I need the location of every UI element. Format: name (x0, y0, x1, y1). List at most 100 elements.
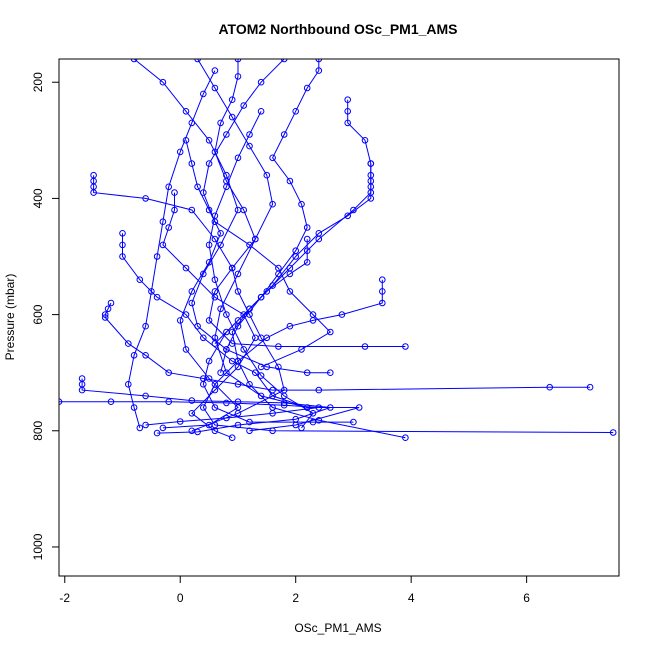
data-point (269, 282, 276, 289)
data-point (379, 288, 386, 295)
data-point (200, 404, 207, 411)
data-point (159, 218, 167, 225)
data-point (211, 148, 219, 156)
data-point (240, 102, 247, 109)
data-point (286, 270, 294, 278)
data-point (298, 346, 305, 353)
data-point (223, 369, 230, 377)
data-point (234, 73, 242, 80)
series-line (202, 59, 332, 368)
data-point (217, 241, 224, 249)
data-point (257, 363, 265, 371)
data-point (165, 224, 172, 231)
y-tick-label: 200 (31, 72, 45, 92)
data-point (298, 424, 305, 432)
data-point (315, 67, 323, 74)
data-point (107, 299, 115, 307)
y-tick-label: 1000 (31, 533, 45, 560)
data-point (223, 311, 230, 318)
data-point (309, 317, 317, 324)
data-point (125, 340, 132, 347)
data-point (355, 404, 363, 411)
data-point (257, 108, 265, 115)
data-point (182, 108, 190, 115)
data-point (101, 311, 109, 318)
data-point (142, 352, 149, 359)
data-point (246, 418, 253, 426)
data-point (303, 224, 311, 231)
y-axis-label: Pressure (mbar) (3, 274, 17, 361)
data-point (223, 131, 230, 138)
data-point (211, 84, 219, 92)
series-line (122, 233, 360, 432)
data-point (188, 206, 196, 214)
data-point (240, 206, 247, 214)
data-point (402, 343, 409, 350)
data-point (269, 200, 276, 208)
data-point (327, 328, 334, 336)
data-point (246, 305, 253, 313)
data-point (246, 381, 253, 388)
series-10 (217, 96, 375, 377)
data-point (188, 119, 196, 127)
data-point (142, 322, 149, 330)
data-point (228, 264, 236, 272)
data-point (188, 397, 196, 404)
data-point (286, 322, 294, 330)
data-point (269, 404, 276, 411)
data-point (327, 369, 334, 377)
data-point (200, 334, 207, 342)
data-point (234, 154, 242, 162)
data-point (257, 372, 265, 379)
data-point (269, 386, 276, 394)
data-point (367, 183, 375, 191)
data-point (379, 299, 386, 307)
data-point (125, 381, 132, 388)
data-point (223, 399, 230, 407)
data-point (402, 434, 409, 442)
series-line (214, 59, 320, 344)
data-point (228, 434, 236, 442)
y-tick-label: 800 (31, 420, 45, 440)
data-point (315, 230, 323, 237)
data-point (159, 78, 167, 86)
data-point (188, 160, 196, 167)
data-point (107, 398, 115, 406)
data-point (176, 418, 184, 425)
series-11 (228, 160, 409, 442)
series-18 (205, 108, 317, 432)
axes: -2 0 2 4 6 200 400 600 800 1000 (31, 72, 530, 605)
data-point (205, 160, 213, 167)
data-point (205, 357, 213, 365)
data-point (194, 183, 201, 191)
plot-frame (58, 58, 620, 577)
series-line (127, 70, 216, 429)
data-point (223, 328, 230, 336)
data-point (182, 346, 190, 353)
data-point (344, 212, 352, 220)
series-9 (211, 59, 323, 347)
data-point (280, 131, 288, 138)
data-point (240, 311, 247, 318)
data-point (257, 392, 265, 400)
data-point (119, 253, 126, 260)
series-line (231, 163, 406, 439)
data-point (286, 177, 294, 185)
data-point (159, 241, 167, 249)
data-point (182, 311, 190, 318)
data-point (275, 343, 282, 350)
data-point (252, 369, 259, 377)
data-point (211, 427, 219, 435)
data-point (159, 424, 167, 432)
data-point (194, 322, 201, 330)
data-point (315, 417, 323, 424)
data-point (119, 241, 126, 249)
data-point (228, 96, 236, 103)
data-point (315, 386, 323, 394)
data-point (350, 418, 357, 426)
data-point (303, 259, 311, 266)
x-tick-label: 2 (292, 591, 299, 605)
series-line (197, 59, 406, 347)
data-point (153, 293, 161, 301)
data-point (257, 78, 265, 86)
